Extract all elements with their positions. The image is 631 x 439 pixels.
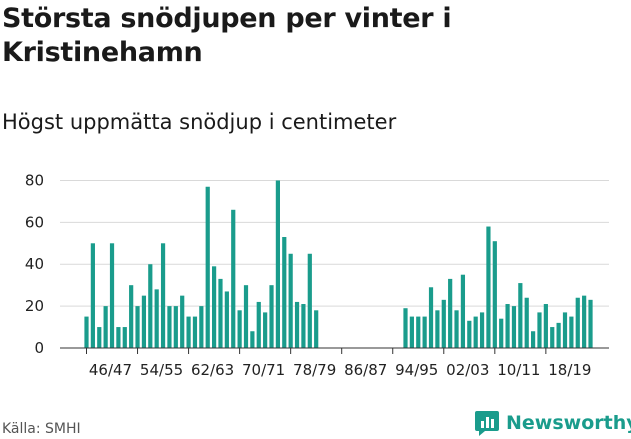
bar-18/19[interactable]	[543, 304, 548, 348]
y-tick-label: 40	[25, 255, 44, 273]
bar-50/51[interactable]	[109, 243, 115, 348]
x-tick-label: 70/71	[242, 361, 285, 379]
bar-24/25[interactable]	[582, 295, 587, 348]
bar-57/58[interactable]	[154, 289, 159, 348]
brand-logo[interactable]: Newsworthy	[474, 408, 631, 438]
grid-lines	[60, 179, 609, 307]
bar-77/78[interactable]	[282, 237, 287, 348]
bar-76/77[interactable]	[275, 180, 280, 348]
x-tick-label: 02/03	[446, 361, 489, 379]
bar-09/10[interactable]	[486, 226, 491, 348]
bar-96/97[interactable]	[403, 308, 408, 348]
bar-65/66[interactable]	[205, 186, 210, 348]
bar-02/03[interactable]	[441, 299, 446, 348]
y-tick-label: 20	[25, 297, 44, 315]
bar-98/99[interactable]	[416, 316, 421, 348]
bars	[84, 180, 593, 348]
y-axis-ticks: 0 20 40 60 80	[25, 171, 44, 357]
source-note: Källa: SMHI	[2, 421, 81, 437]
bar-21/22[interactable]	[562, 312, 568, 348]
bar-63/64[interactable]	[192, 316, 198, 348]
x-tick-label: 10/11	[497, 361, 540, 379]
bar-05/06[interactable]	[460, 274, 466, 348]
bar-56/57[interactable]	[148, 264, 153, 348]
x-axis-ticks: 46/47 54/55 62/63 70/71 78/79 86/87 94/95 02/03…	[86, 348, 591, 379]
bar-59/60[interactable]	[167, 306, 172, 348]
x-tick-label: 54/55	[140, 361, 183, 379]
bar-06/07[interactable]	[467, 320, 472, 348]
bar-15/16[interactable]	[524, 297, 529, 348]
bar-81/82[interactable]	[307, 253, 312, 348]
bar-12/13[interactable]	[505, 304, 510, 348]
bar-49/50[interactable]	[103, 306, 108, 348]
bar-62/63[interactable]	[186, 316, 191, 348]
bar-20/21[interactable]	[556, 322, 561, 348]
bar-68/69[interactable]	[224, 291, 229, 348]
y-tick-label: 60	[25, 213, 44, 231]
newsworthy-logo-icon	[475, 411, 499, 436]
bar-10/11[interactable]	[492, 241, 497, 348]
bar-25/26[interactable]	[588, 299, 593, 348]
x-tick-label: 86/87	[344, 361, 387, 379]
bar-23/24[interactable]	[575, 297, 580, 348]
bar-61/62[interactable]	[180, 295, 185, 348]
bar-73/74[interactable]	[256, 301, 261, 348]
bar-66/67[interactable]	[212, 266, 217, 348]
bar-97/98[interactable]	[409, 316, 414, 348]
brand-name: Newsworthy	[506, 412, 631, 434]
bar-53/54[interactable]	[129, 285, 134, 348]
bar-54/55[interactable]	[135, 306, 140, 348]
bar-58/59[interactable]	[160, 243, 166, 348]
bar-01/02[interactable]	[435, 310, 440, 348]
chart-subtitle: Högst uppmätta snödjup i centimeter	[2, 110, 397, 134]
y-tick-label: 80	[25, 171, 44, 189]
x-tick-label: 62/63	[191, 361, 234, 379]
chart-title: Största snödjupen per vinter i Kristineh…	[2, 3, 452, 68]
bar-64/65[interactable]	[199, 306, 204, 348]
bar-19/20[interactable]	[550, 327, 555, 348]
bar-47/48[interactable]	[90, 243, 95, 348]
bar-13/14[interactable]	[511, 306, 517, 348]
x-tick-label: 46/47	[89, 361, 132, 379]
bar-51/52[interactable]	[116, 327, 121, 348]
bar-14/15[interactable]	[518, 283, 523, 348]
bar-52/53[interactable]	[122, 327, 127, 348]
bar-69/70[interactable]	[231, 209, 236, 348]
bar-22/23[interactable]	[569, 316, 574, 348]
bar-67/68[interactable]	[218, 278, 223, 348]
bar-80/81[interactable]	[301, 304, 306, 348]
bar-82/83[interactable]	[314, 310, 319, 348]
bar-70/71[interactable]	[237, 310, 242, 348]
bar-79/80[interactable]	[294, 301, 300, 348]
bar-46/47[interactable]	[84, 316, 89, 348]
x-tick-label: 78/79	[293, 361, 336, 379]
bar-72/73[interactable]	[250, 331, 255, 348]
bar-60/61[interactable]	[173, 306, 178, 348]
x-tick-label: 94/95	[395, 361, 438, 379]
bar-04/05[interactable]	[454, 310, 459, 348]
bar-16/17[interactable]	[531, 331, 536, 348]
bar-17/18[interactable]	[537, 312, 542, 348]
y-tick-label: 0	[34, 339, 44, 357]
bar-75/76[interactable]	[269, 285, 274, 348]
bar-55/56[interactable]	[141, 295, 147, 348]
bar-99/00[interactable]	[422, 316, 427, 348]
bar-07/08[interactable]	[473, 316, 478, 348]
bar-71/72[interactable]	[243, 285, 249, 348]
bar-chart: 0 20 40 60 80 46/47 54/55 62/63 70/71 78/79 86/87…	[25, 171, 609, 379]
bar-48/49[interactable]	[97, 327, 102, 348]
bar-78/79[interactable]	[288, 253, 293, 348]
bar-11/12[interactable]	[499, 318, 504, 348]
x-tick-label: 18/19	[548, 361, 591, 379]
bar-03/04[interactable]	[448, 278, 453, 348]
bar-74/75[interactable]	[263, 312, 268, 348]
bar-00/01[interactable]	[428, 287, 434, 348]
bar-08/09[interactable]	[479, 312, 485, 348]
